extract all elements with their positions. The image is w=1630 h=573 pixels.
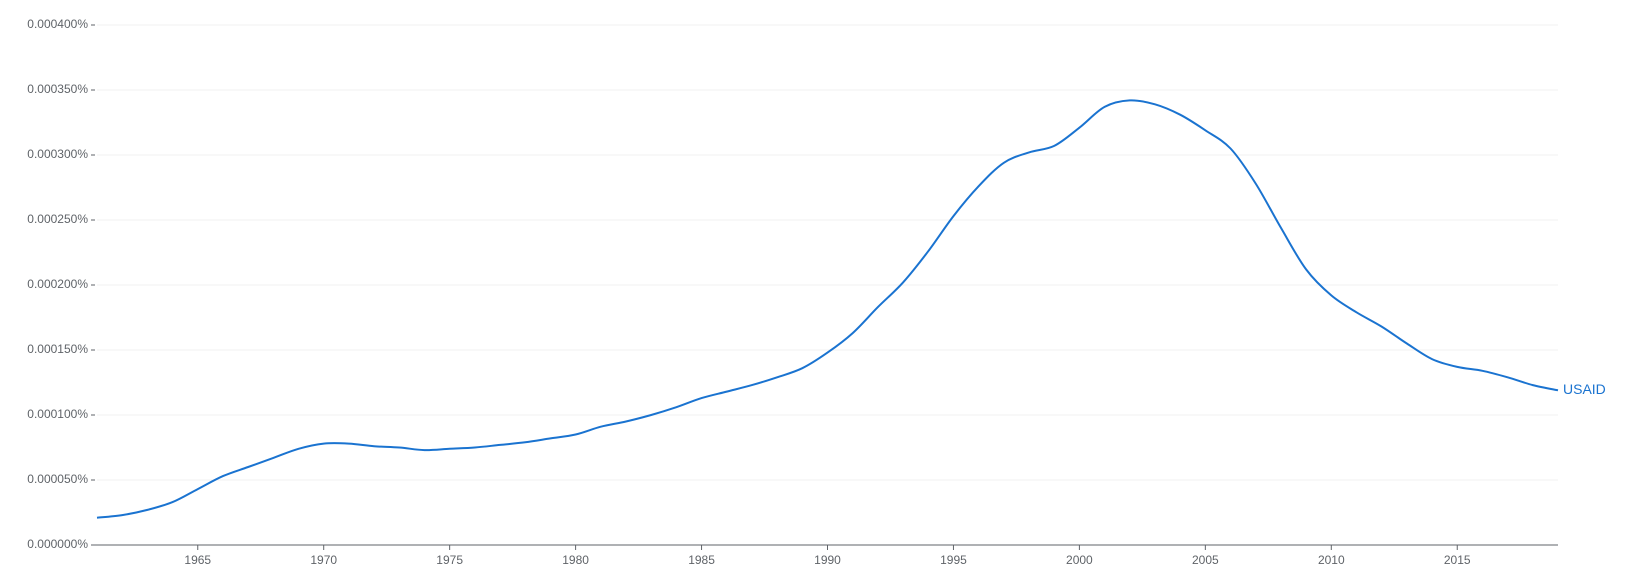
- series-line: [96, 99, 1559, 519]
- x-tick-label: 2005: [1192, 553, 1219, 567]
- x-tick-label: 1970: [310, 553, 337, 567]
- x-tick-label: 2015: [1444, 553, 1471, 567]
- x-tick-label: 2010: [1318, 553, 1345, 567]
- y-tick-label: 0.000350%: [27, 82, 88, 96]
- series-label: USAID: [1563, 381, 1606, 397]
- x-tick-label: 1975: [436, 553, 463, 567]
- y-tick-label: 0.000000%: [27, 537, 88, 551]
- x-tick-label: 1990: [814, 553, 841, 567]
- y-tick-label: 0.000400%: [27, 17, 88, 31]
- y-tick-label: 0.000300%: [27, 147, 88, 161]
- y-tick-label: 0.000100%: [27, 407, 88, 421]
- x-tick-label: 2000: [1066, 553, 1093, 567]
- x-tick-label: 1985: [688, 553, 715, 567]
- x-tick-label: 1980: [562, 553, 589, 567]
- y-tick-label: 0.000200%: [27, 277, 88, 291]
- y-tick-label: 0.000250%: [27, 212, 88, 226]
- y-tick-label: 0.000150%: [27, 342, 88, 356]
- y-tick-label: 0.000050%: [27, 472, 88, 486]
- x-tick-label: 1995: [940, 553, 967, 567]
- x-tick-label: 1965: [184, 553, 211, 567]
